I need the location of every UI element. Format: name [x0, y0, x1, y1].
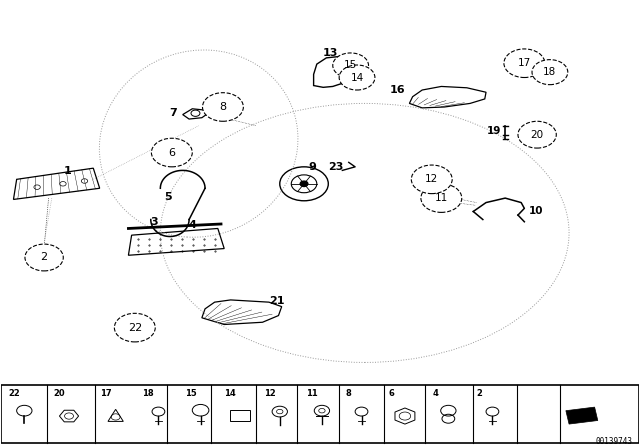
Text: 11: 11 [306, 389, 317, 398]
Text: 4: 4 [188, 220, 196, 230]
Circle shape [504, 49, 545, 78]
Text: 21: 21 [269, 296, 284, 306]
Circle shape [81, 179, 88, 183]
Circle shape [412, 165, 452, 194]
Polygon shape [566, 407, 598, 424]
Circle shape [421, 184, 462, 212]
Text: 6: 6 [389, 389, 395, 398]
Circle shape [518, 121, 556, 148]
Text: 18: 18 [143, 389, 154, 398]
Circle shape [60, 181, 66, 186]
Text: 17: 17 [100, 389, 111, 398]
Circle shape [333, 53, 369, 78]
Circle shape [152, 138, 192, 167]
Text: 22: 22 [127, 323, 142, 332]
Text: 12: 12 [264, 389, 276, 398]
Text: 5: 5 [164, 192, 172, 202]
Text: 3: 3 [150, 217, 158, 227]
Circle shape [34, 185, 40, 190]
Text: 20: 20 [53, 389, 65, 398]
Text: 6: 6 [168, 147, 175, 158]
Text: 2: 2 [40, 253, 48, 263]
Text: 2: 2 [476, 389, 483, 398]
Text: 18: 18 [543, 67, 557, 77]
Text: 11: 11 [435, 193, 448, 203]
Text: 4: 4 [433, 389, 438, 398]
Text: 7: 7 [169, 108, 177, 118]
Text: 10: 10 [529, 206, 543, 215]
Text: 15: 15 [344, 60, 357, 70]
Circle shape [202, 93, 243, 121]
Text: 00139743: 00139743 [596, 437, 633, 446]
Text: 15: 15 [184, 389, 196, 398]
Circle shape [115, 313, 156, 342]
Text: 14: 14 [351, 73, 364, 82]
Bar [1, 385, 639, 443]
Text: 13: 13 [323, 48, 338, 58]
Text: 20: 20 [531, 129, 544, 140]
Bar [230, 410, 250, 422]
Text: 12: 12 [425, 174, 438, 184]
Text: 8: 8 [220, 102, 227, 112]
Text: 1: 1 [64, 166, 72, 177]
Text: 17: 17 [518, 58, 531, 68]
Text: 14: 14 [224, 389, 236, 398]
Text: 23: 23 [328, 162, 344, 172]
Text: 8: 8 [346, 389, 351, 398]
Text: 16: 16 [390, 85, 406, 95]
Text: 22: 22 [8, 389, 20, 398]
Text: 9: 9 [308, 162, 316, 172]
Circle shape [300, 181, 308, 186]
Circle shape [339, 65, 375, 90]
Circle shape [532, 60, 568, 85]
Text: 19: 19 [486, 126, 501, 136]
Circle shape [25, 244, 63, 271]
